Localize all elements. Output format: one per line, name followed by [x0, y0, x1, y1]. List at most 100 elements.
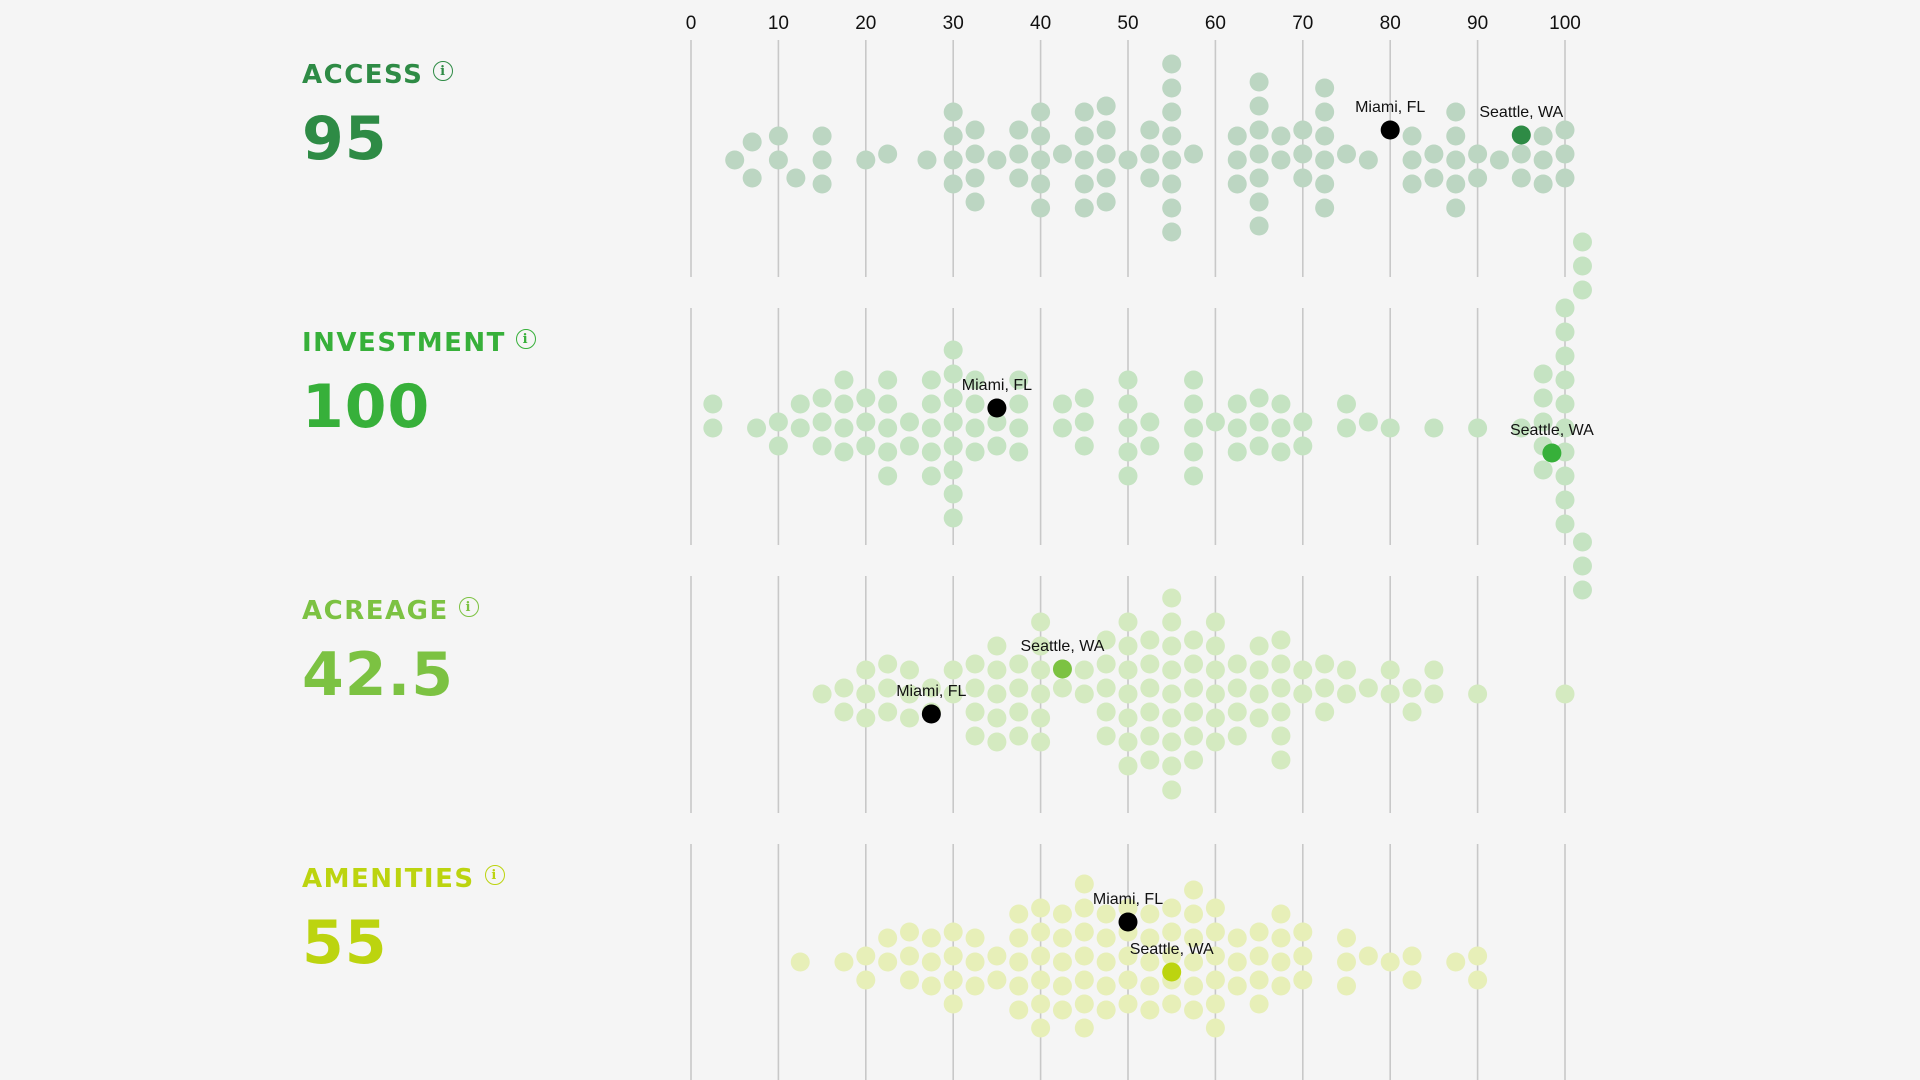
data-point — [1424, 660, 1444, 680]
data-point — [1227, 678, 1247, 698]
data-point — [1555, 418, 1575, 438]
data-point — [812, 388, 832, 408]
data-point — [878, 654, 898, 674]
data-point — [1227, 418, 1247, 438]
data-point — [1424, 168, 1444, 188]
data-point — [1358, 150, 1378, 170]
data-point — [856, 436, 876, 456]
data-point — [921, 928, 941, 948]
data-point — [900, 436, 919, 456]
data-point — [1468, 946, 1488, 966]
data-point — [965, 726, 985, 746]
data-point — [1402, 150, 1422, 170]
data-point — [1227, 654, 1247, 674]
data-point — [965, 928, 985, 948]
data-point — [1358, 678, 1378, 698]
data-point — [1140, 436, 1160, 456]
data-point — [900, 970, 919, 990]
data-point — [1140, 726, 1160, 746]
data-point — [1446, 150, 1466, 170]
data-point — [1096, 654, 1116, 674]
data-point — [965, 678, 985, 698]
data-point — [1249, 144, 1269, 164]
data-point — [834, 370, 854, 390]
data-point — [1249, 168, 1269, 188]
data-point — [1118, 946, 1138, 966]
data-point — [1227, 976, 1247, 996]
data-point — [1315, 78, 1335, 98]
seattle-label: Seattle, WA — [1021, 638, 1105, 655]
data-point — [943, 660, 963, 680]
data-point — [1009, 1000, 1029, 1020]
data-point — [1074, 994, 1094, 1014]
data-point — [790, 394, 810, 414]
data-point — [1424, 684, 1444, 704]
data-point — [943, 174, 963, 194]
data-point — [1555, 144, 1575, 164]
data-point — [703, 394, 723, 414]
data-point — [1249, 436, 1269, 456]
data-point — [1249, 412, 1269, 432]
data-point — [987, 150, 1007, 170]
data-point — [1162, 588, 1182, 608]
data-point — [1009, 120, 1029, 140]
data-point — [768, 126, 788, 146]
data-point — [1572, 532, 1592, 552]
data-point — [1533, 460, 1553, 480]
data-point — [1009, 144, 1029, 164]
data-point — [856, 970, 876, 990]
data-point — [1205, 684, 1225, 704]
data-point — [1162, 898, 1182, 918]
data-point — [1162, 102, 1182, 122]
data-point — [987, 636, 1007, 656]
data-point — [1184, 442, 1204, 462]
data-point — [1271, 418, 1291, 438]
data-point — [1293, 970, 1313, 990]
data-point — [1205, 612, 1225, 632]
data-point — [1052, 418, 1072, 438]
metric-score: 42.5 — [302, 640, 455, 710]
data-point — [1096, 702, 1116, 722]
data-point — [1162, 78, 1182, 98]
data-point — [900, 660, 919, 680]
data-point — [1118, 660, 1138, 680]
data-point — [1227, 394, 1247, 414]
data-point — [1052, 928, 1072, 948]
data-point — [1555, 298, 1575, 318]
data-point — [1249, 192, 1269, 212]
miami-point — [987, 398, 1007, 418]
data-point — [943, 340, 963, 360]
data-point — [1337, 952, 1356, 972]
data-point — [1249, 388, 1269, 408]
data-point — [1468, 418, 1488, 438]
seattle-label: Seattle, WA — [1130, 941, 1214, 958]
data-point — [1074, 388, 1094, 408]
data-point — [1555, 322, 1575, 342]
data-point — [1009, 726, 1029, 746]
seattle-point — [1162, 962, 1182, 982]
data-point — [1052, 904, 1072, 924]
data-point — [943, 508, 963, 528]
info-icon[interactable]: i — [433, 61, 454, 81]
data-point — [1249, 708, 1269, 728]
metric-title: INVESTMENT i — [302, 328, 536, 358]
data-point — [790, 952, 810, 972]
data-point — [1074, 922, 1094, 942]
data-point — [943, 436, 963, 456]
data-point — [943, 970, 963, 990]
data-point — [834, 418, 854, 438]
data-point — [1555, 346, 1575, 366]
data-point — [742, 132, 762, 152]
data-point — [943, 460, 963, 480]
data-point — [834, 442, 854, 462]
info-icon[interactable]: i — [515, 329, 536, 349]
data-point — [1096, 120, 1116, 140]
data-point — [1074, 970, 1094, 990]
data-point — [1227, 126, 1247, 146]
data-point — [1271, 750, 1291, 770]
info-icon[interactable]: i — [458, 597, 479, 617]
data-point — [856, 412, 876, 432]
info-icon[interactable]: i — [484, 865, 505, 885]
data-point — [987, 946, 1007, 966]
